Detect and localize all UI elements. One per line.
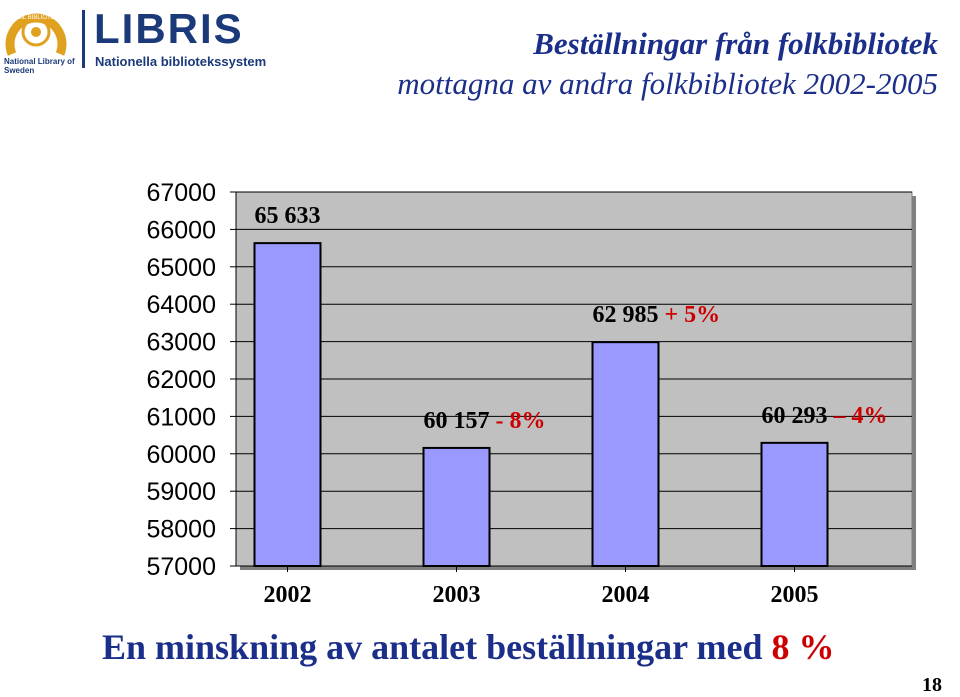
change-label: – 4% [828,403,888,429]
y-tick-label: 62000 [146,366,216,394]
value-text: 60 157 [424,408,490,434]
value-text: 65 633 [255,203,321,229]
y-tick-label: 67000 [146,179,216,207]
value-label-2002: 65 633 [255,203,321,229]
bar-2003 [422,446,491,567]
change-label: + 5% [659,302,721,328]
x-tick-label: 2003 [433,582,481,608]
kb-seal-logo: KUNGL BIBLIOTEKET [5,13,67,56]
libris-logo: LIBRIS [94,5,244,52]
footer-text: En minskning av antalet beställningar me… [102,627,772,667]
slide-title: Beställningar från folkbibliotek mottagn… [397,24,938,104]
y-tick-label: 60000 [146,441,216,469]
change-label: - 8% [490,408,546,434]
x-tick-label: 2004 [602,582,650,608]
value-label-2005: 60 293 – 4% [762,403,888,429]
y-tick-label: 59000 [146,478,216,506]
value-text: 60 293 [762,403,828,429]
page-number: 18 [922,674,942,696]
y-tick-label: 57000 [146,553,216,581]
y-tick-label: 64000 [146,291,216,319]
y-tick-label: 66000 [146,216,216,244]
bar-2002 [253,242,322,567]
logo-divider [82,10,85,68]
x-tick-label: 2002 [264,582,312,608]
title-line-1: Beställningar från folkbibliotek [533,26,938,61]
y-tick-label: 63000 [146,329,216,357]
y-tick-label: 58000 [146,516,216,544]
bar-2004 [591,341,660,568]
footer-percent: 8 % [771,627,835,667]
title-line-2: mottagna av andra folkbibliotek 2002-200… [397,66,938,101]
libris-subtitle: Nationella bibliotekssystem [95,54,267,69]
y-tick-label: 65000 [146,254,216,282]
bar-2005 [760,441,829,567]
footer-statement: En minskning av antalet beställningar me… [102,626,834,668]
value-text: 62 985 [593,302,659,328]
kb-name: National Library of Sweden [4,57,75,75]
value-label-2004: 62 985 + 5% [593,302,721,328]
kb-seal-text: KUNGL BIBLIOTEKET [6,15,67,21]
value-label-2003: 60 157 - 8% [424,408,546,434]
x-tick-label: 2005 [771,582,819,608]
y-tick-label: 61000 [146,403,216,431]
